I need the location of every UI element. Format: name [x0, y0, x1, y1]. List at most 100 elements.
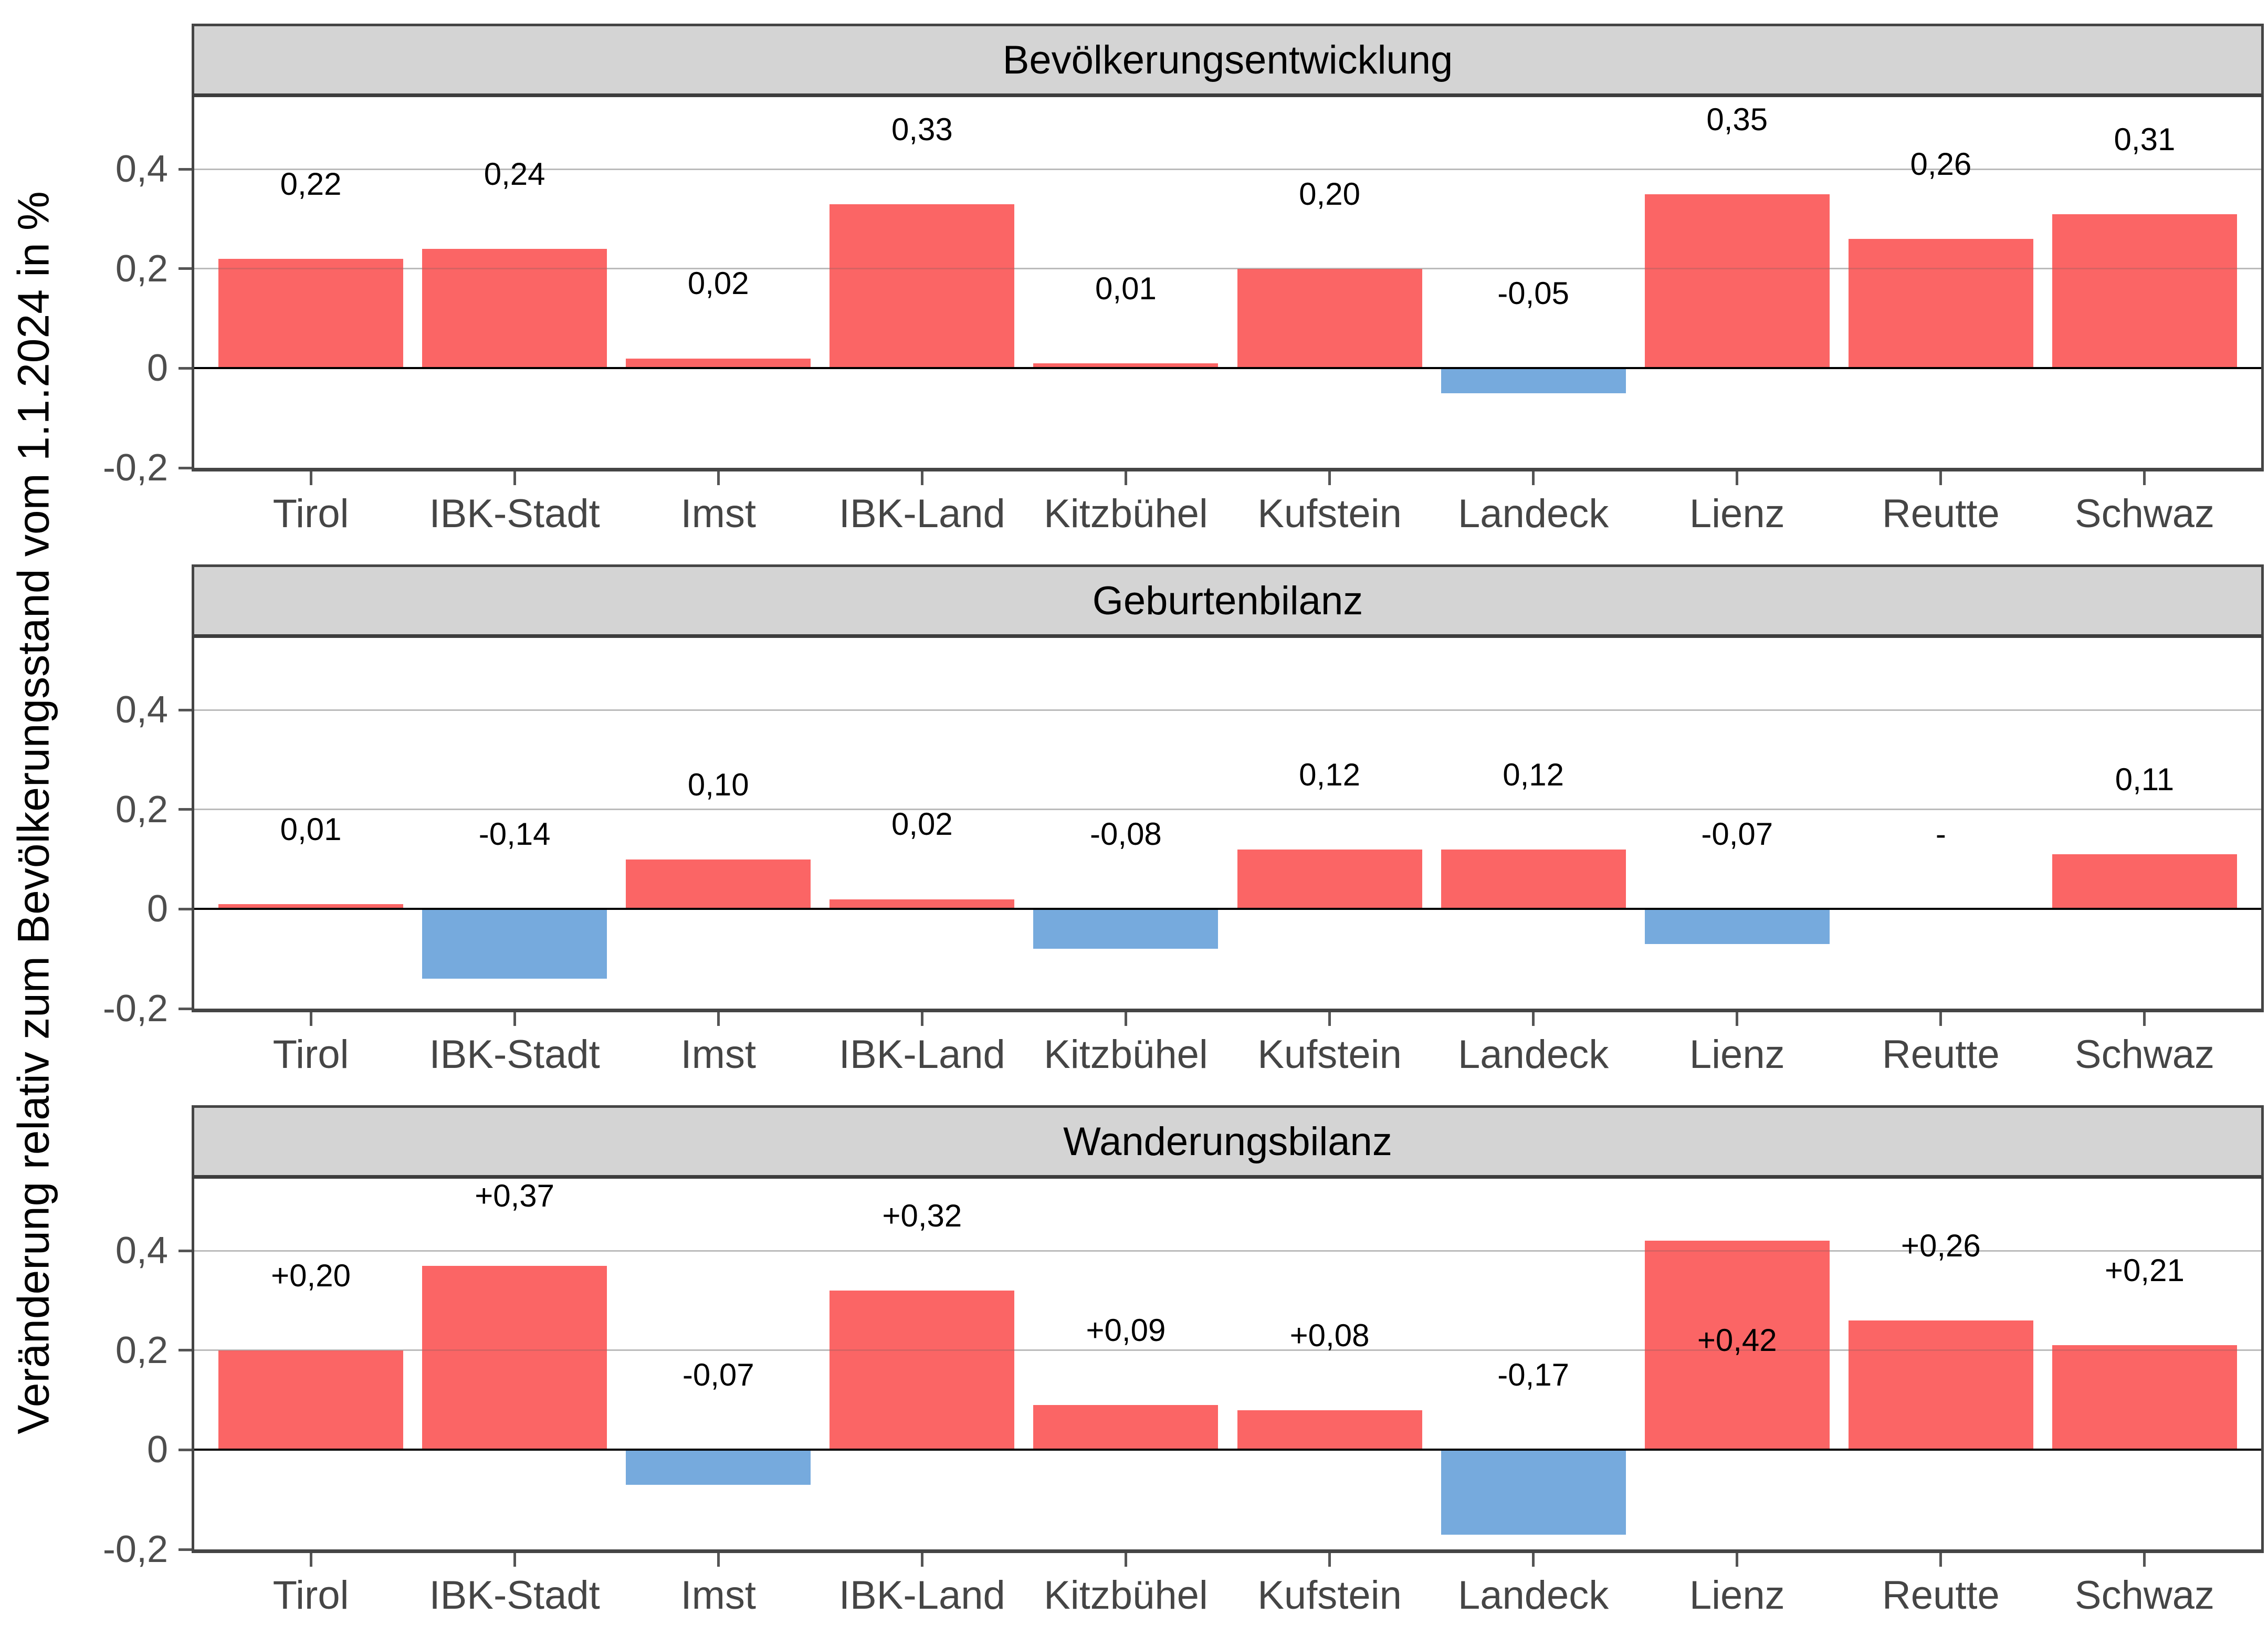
gridline — [194, 709, 2261, 711]
category-label-Schwaz: Schwaz — [2074, 1573, 2214, 1618]
bar-Kufstein — [1237, 849, 1422, 909]
value-label: 0,31 — [2114, 121, 2176, 157]
value-label: - — [1935, 816, 1946, 852]
value-label: 0,01 — [1095, 270, 1157, 306]
facet-panel-1: Bevölkerungsentwicklung 0,22 0,24 0,02 0,33 0… — [103, 24, 2264, 536]
x-axis-tick — [1124, 471, 1127, 485]
y-axis-tick-label: 0 — [146, 888, 168, 930]
bar-Kufstein — [1237, 268, 1422, 369]
x-axis-tick — [920, 1012, 923, 1026]
value-label: 0,02 — [891, 806, 953, 842]
x-axis-tick — [1939, 471, 1942, 485]
zero-baseline — [194, 1449, 2261, 1451]
category-label-IBK-Stadt: IBK-Stadt — [429, 491, 600, 536]
bar-Landeck — [1441, 1450, 1626, 1535]
gridline-overlay — [194, 709, 2261, 711]
value-label: 0,22 — [280, 166, 342, 202]
category-label-IBK-Stadt: IBK-Stadt — [429, 1573, 600, 1618]
y-axis-tick — [178, 366, 192, 370]
bar-IBK-Land — [830, 1291, 1015, 1450]
category-label-IBK-Stadt: IBK-Stadt — [429, 1032, 600, 1077]
value-label: -0,08 — [1090, 816, 1162, 852]
y-axis-tick-label: 0,4 — [115, 1230, 168, 1272]
category-label-Kufstein: Kufstein — [1257, 1573, 1402, 1618]
value-label: 0,12 — [1503, 757, 1564, 792]
gridline — [194, 809, 2261, 811]
plot-area: 0,22 0,24 0,02 0,33 0,01 0,20 -0,05 0,35 0,26 0,3… — [192, 97, 2264, 471]
category-label-Imst: Imst — [680, 491, 757, 536]
value-label: +0,08 — [1289, 1317, 1370, 1353]
y-axis-tick — [178, 267, 192, 270]
x-axis-tick — [2143, 1012, 2146, 1026]
y-axis-tick — [178, 1007, 192, 1010]
y-axis-tick — [178, 1548, 192, 1551]
gridline-overlay — [194, 1349, 2261, 1351]
x-axis-tick — [1939, 1553, 1942, 1567]
y-axis-tick — [178, 708, 192, 711]
bar-Reutte — [1848, 239, 2033, 369]
y-axis-tick — [178, 907, 192, 910]
category-label-IBK-Land: IBK-Land — [838, 1032, 1005, 1077]
bar-Schwaz — [2052, 854, 2237, 909]
bar-Imst — [626, 358, 811, 369]
value-label: 0,11 — [2115, 762, 2175, 798]
category-label-Landeck: Landeck — [1457, 1573, 1609, 1618]
y-axis-tick-label: -0,2 — [102, 988, 168, 1030]
y-axis-tick — [178, 808, 192, 811]
panel-header: Bevölkerungsentwicklung — [192, 24, 2264, 97]
value-label: 0,01 — [280, 811, 342, 847]
y-axis-tick-label: 0,4 — [115, 148, 168, 191]
bar-Kufstein — [1237, 1410, 1422, 1450]
x-axis-tick — [920, 471, 923, 485]
x-axis-tick — [1124, 1553, 1127, 1567]
category-label-Kufstein: Kufstein — [1257, 491, 1402, 536]
y-axis-tick-label: 0,2 — [115, 247, 168, 290]
value-label: 0,24 — [484, 156, 545, 192]
bar-Imst — [626, 1450, 811, 1485]
zero-baseline — [194, 908, 2261, 910]
bar-Kitzbühel — [1033, 1405, 1219, 1450]
panel-header: Geburtenbilanz — [192, 564, 2264, 638]
gridline-overlay — [194, 809, 2261, 811]
x-axis-tick — [717, 471, 720, 485]
x-axis-tick — [1736, 1012, 1739, 1026]
category-label-Reutte: Reutte — [1882, 491, 2000, 536]
x-axis-tick — [513, 1012, 516, 1026]
category-label-Reutte: Reutte — [1882, 1032, 2000, 1077]
bar-IBK-Stadt — [422, 249, 607, 369]
x-axis-tick — [1328, 1553, 1331, 1567]
value-label: 0,35 — [1706, 101, 1768, 137]
category-label-Lienz: Lienz — [1689, 491, 1785, 536]
category-label-Landeck: Landeck — [1457, 491, 1609, 536]
value-label: +0,32 — [882, 1198, 962, 1234]
gridline — [194, 1250, 2261, 1252]
value-label: 0,12 — [1299, 757, 1360, 792]
category-label-Kitzbühel: Kitzbühel — [1044, 1032, 1208, 1077]
gridline — [194, 168, 2261, 170]
facet-panel-2: Geburtenbilanz 0,01 -0,14 0,10 0,02 -0,08 0,12… — [103, 564, 2264, 1077]
category-label-Kufstein: Kufstein — [1257, 1032, 1402, 1077]
bar-IBK-Stadt — [422, 1265, 607, 1450]
plot-area: +0,20 +0,37 -0,07 +0,32 +0,09 +0,08 -0,17 +0,42… — [192, 1179, 2264, 1553]
category-label-Imst: Imst — [680, 1573, 757, 1618]
bar-IBK-Stadt — [422, 909, 607, 979]
x-axis-tick — [513, 1553, 516, 1567]
category-label-IBK-Land: IBK-Land — [838, 1573, 1005, 1618]
gridline-overlay — [194, 268, 2261, 270]
value-label: +0,20 — [271, 1257, 351, 1293]
bar-Tirol — [218, 904, 404, 909]
facet-panel-3: Wanderungsbilanz +0,20 +0,37 -0,07 +0,32 +0,0… — [103, 1105, 2264, 1618]
y-axis-title: Veränderung relativ zum Bevölkerungsstan… — [8, 191, 58, 1434]
x-axis-tick — [2143, 471, 2146, 485]
value-label: -0,07 — [682, 1357, 754, 1393]
category-label-Tirol: Tirol — [272, 1032, 349, 1077]
value-label: 0,20 — [1299, 176, 1360, 212]
category-label-Landeck: Landeck — [1457, 1032, 1609, 1077]
value-label: -0,07 — [1701, 816, 1773, 852]
x-axis-tick — [717, 1553, 720, 1567]
value-label: 0,02 — [687, 266, 749, 301]
category-label-Lienz: Lienz — [1689, 1573, 1785, 1618]
y-axis-tick — [178, 1349, 192, 1352]
value-label: -0,14 — [478, 816, 551, 852]
bar-IBK-Land — [830, 204, 1015, 369]
